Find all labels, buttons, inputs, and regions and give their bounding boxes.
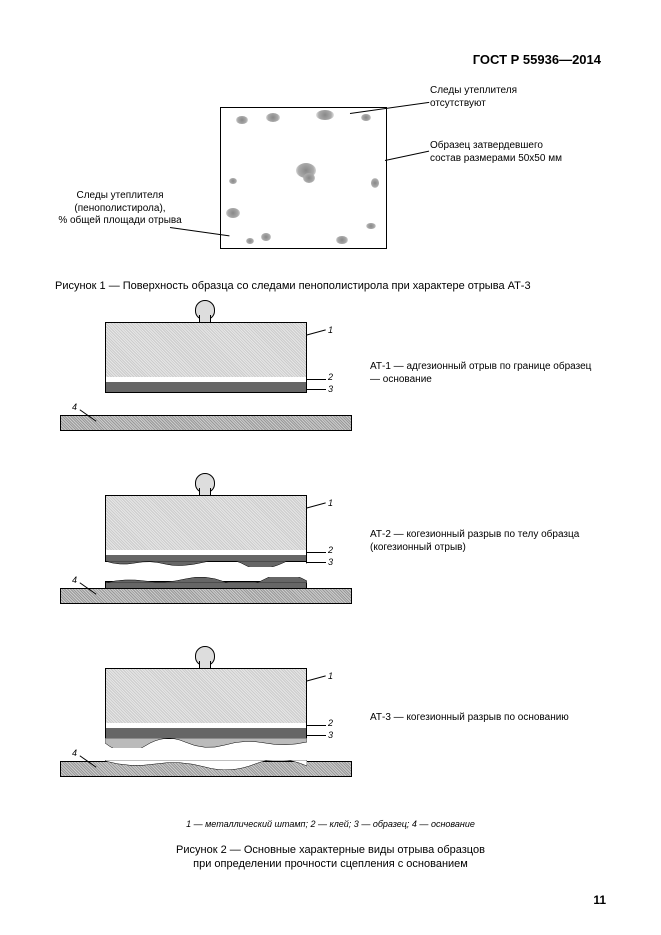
ref-num: 2 — [328, 545, 333, 555]
insulation-trace-spot — [236, 116, 248, 124]
diagram-desc: АТ-2 — когезионный разрыв по телу образц… — [370, 528, 600, 554]
diagram-at1: 1 2 3 4 АТ-1 — адгезионный отрыв по гран… — [50, 300, 600, 455]
leader-line — [306, 735, 326, 736]
leader-line — [306, 562, 326, 563]
stamp-body — [105, 668, 307, 725]
base-fragment-on-sample — [105, 738, 307, 748]
figure-2-legend: 1 — металлический штамп; 2 — клей; 3 — о… — [50, 819, 611, 829]
ref-num: 1 — [328, 671, 333, 681]
leader-line — [306, 389, 326, 390]
leader-line — [306, 725, 326, 726]
diagram-at3: 1 2 3 4 АТ-3 — когезионный разрыв по осн… — [50, 646, 600, 801]
ref-num: 3 — [328, 730, 333, 740]
leader-line — [306, 379, 326, 380]
base-cavity — [105, 760, 307, 770]
ref-num: 2 — [328, 372, 333, 382]
ref-num: 4 — [72, 748, 77, 758]
stamp-body — [105, 495, 307, 552]
ref-num: 3 — [328, 384, 333, 394]
figure-2-caption: Рисунок 2 — Основные характерные виды от… — [50, 843, 611, 872]
break-line-upper — [105, 561, 307, 567]
insulation-trace-spot — [316, 110, 334, 120]
ref-num: 2 — [328, 718, 333, 728]
insulation-trace-spot — [371, 178, 379, 188]
stamp-body — [105, 322, 307, 379]
sample-layer — [105, 382, 307, 393]
insulation-trace-spot — [229, 178, 237, 184]
page-number: 11 — [593, 893, 606, 907]
document-code: ГОСТ Р 55936—2014 — [473, 52, 601, 67]
insulation-trace-spot — [303, 173, 315, 183]
insulation-trace-spot — [361, 114, 371, 121]
label-sample-size: Образец затвердевшегосостав размерами 50… — [430, 140, 590, 165]
leader-line — [306, 502, 326, 508]
figure-1: Следы утеплителяотсутствуют Образец затв… — [50, 85, 611, 270]
diagram-desc: АТ-1 — адгезионный отрыв по границе обра… — [370, 360, 600, 386]
leader-line — [306, 329, 326, 335]
leader-line — [306, 552, 326, 553]
insulation-trace-spot — [246, 238, 254, 244]
diagram-at2: 1 2 3 4 АТ-2 — когезионный разрыв по тел… — [50, 473, 600, 628]
ref-num: 4 — [72, 575, 77, 585]
insulation-trace-spot — [366, 223, 376, 229]
leader-line — [306, 675, 326, 681]
figure-2: 1 2 3 4 АТ-1 — адгезионный отрыв по гран… — [50, 300, 611, 872]
sample-surface-box — [220, 107, 387, 249]
ref-num: 4 — [72, 402, 77, 412]
diagram-desc: АТ-3 — когезионный разрыв по основанию — [370, 711, 600, 724]
ref-num: 1 — [328, 498, 333, 508]
break-line-lower — [105, 577, 307, 583]
ref-num: 1 — [328, 325, 333, 335]
base-layer — [60, 588, 352, 604]
insulation-trace-spot — [226, 208, 240, 218]
caption-line-2: при определении прочности сцепления с ос… — [193, 858, 468, 870]
figure-1-caption: Рисунок 1 — Поверхность образца со следа… — [55, 280, 611, 292]
label-no-traces: Следы утеплителяотсутствуют — [430, 85, 560, 110]
ref-num: 3 — [328, 557, 333, 567]
leader-line — [385, 151, 429, 161]
caption-line-1: Рисунок 2 — Основные характерные виды от… — [176, 844, 485, 856]
document-page: ГОСТ Р 55936—2014 Следы утеплителяотсутс… — [0, 0, 661, 935]
base-layer — [60, 415, 352, 431]
label-traces-percent: Следы утеплителя(пенополистирола),% обще… — [50, 190, 190, 228]
insulation-trace-spot — [261, 233, 271, 241]
insulation-trace-spot — [266, 113, 280, 122]
insulation-trace-spot — [336, 236, 348, 244]
